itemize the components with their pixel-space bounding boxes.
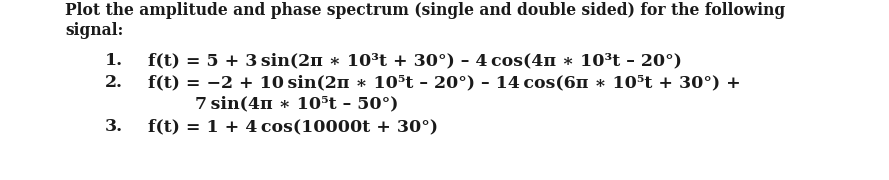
Text: 2.: 2.	[105, 74, 123, 91]
Text: 3.: 3.	[105, 118, 123, 135]
Text: f(t) = −2 + 10 sin(2π ∗ 10⁵t – 20°) – 14 cos(6π ∗ 10⁵t + 30°) +: f(t) = −2 + 10 sin(2π ∗ 10⁵t – 20°) – 14…	[148, 74, 741, 91]
Text: signal:: signal:	[65, 22, 124, 39]
Text: 7 sin(4π ∗ 10⁵t – 50°): 7 sin(4π ∗ 10⁵t – 50°)	[195, 95, 398, 112]
Text: 1.: 1.	[105, 52, 123, 69]
Text: f(t) = 5 + 3 sin(2π ∗ 10³t + 30°) – 4 cos(4π ∗ 10³t – 20°): f(t) = 5 + 3 sin(2π ∗ 10³t + 30°) – 4 co…	[148, 52, 682, 69]
Text: f(t) = 1 + 4 cos(10000t + 30°): f(t) = 1 + 4 cos(10000t + 30°)	[148, 118, 438, 135]
Text: Plot the amplitude and phase spectrum (single and double sided) for the followin: Plot the amplitude and phase spectrum (s…	[65, 2, 785, 19]
